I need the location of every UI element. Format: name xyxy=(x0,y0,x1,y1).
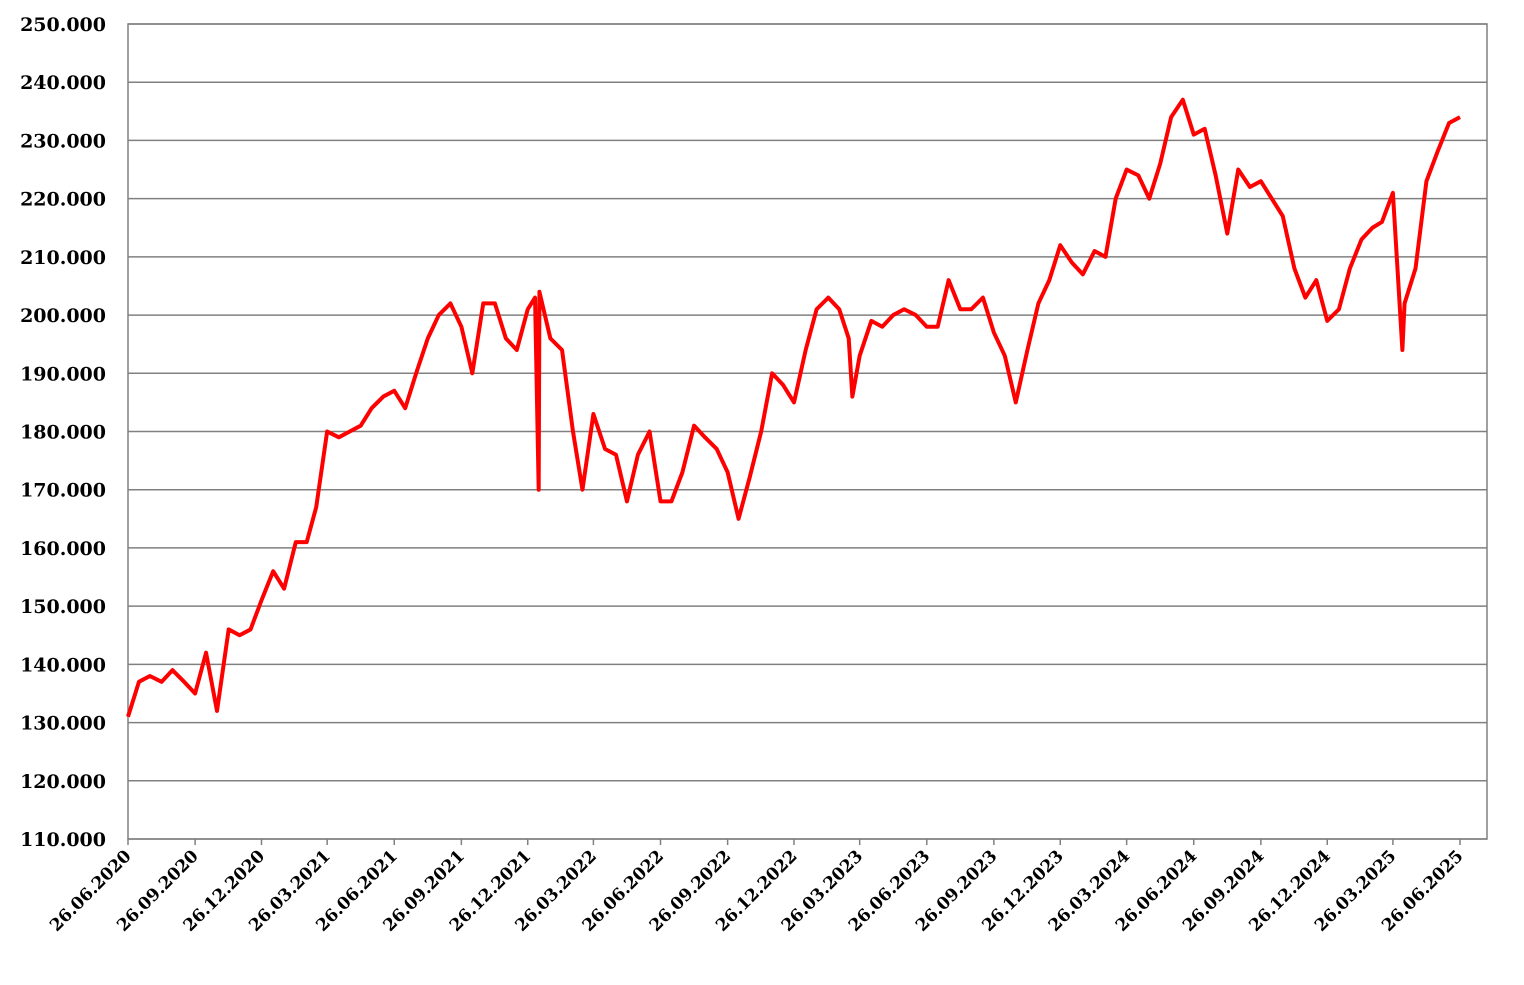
y-tick-label: 220.000 xyxy=(20,189,106,211)
y-tick-label: 250.000 xyxy=(20,14,106,36)
y-tick-label: 110.000 xyxy=(20,829,106,851)
y-tick-label: 160.000 xyxy=(20,538,106,560)
y-tick-label: 230.000 xyxy=(20,130,106,152)
y-tick-label: 140.000 xyxy=(20,654,106,676)
y-tick-label: 170.000 xyxy=(20,480,106,502)
y-tick-label: 180.000 xyxy=(20,422,106,444)
line-series xyxy=(126,97,1461,718)
y-tick-label: 190.000 xyxy=(20,363,106,385)
y-tick-label: 210.000 xyxy=(20,247,106,269)
y-tick-label: 240.000 xyxy=(20,72,106,94)
y-tick-label: 120.000 xyxy=(20,771,106,793)
y-tick-label: 150.000 xyxy=(20,596,106,618)
y-tick-label: 130.000 xyxy=(20,713,106,735)
y-tick-label: 200.000 xyxy=(20,305,106,327)
